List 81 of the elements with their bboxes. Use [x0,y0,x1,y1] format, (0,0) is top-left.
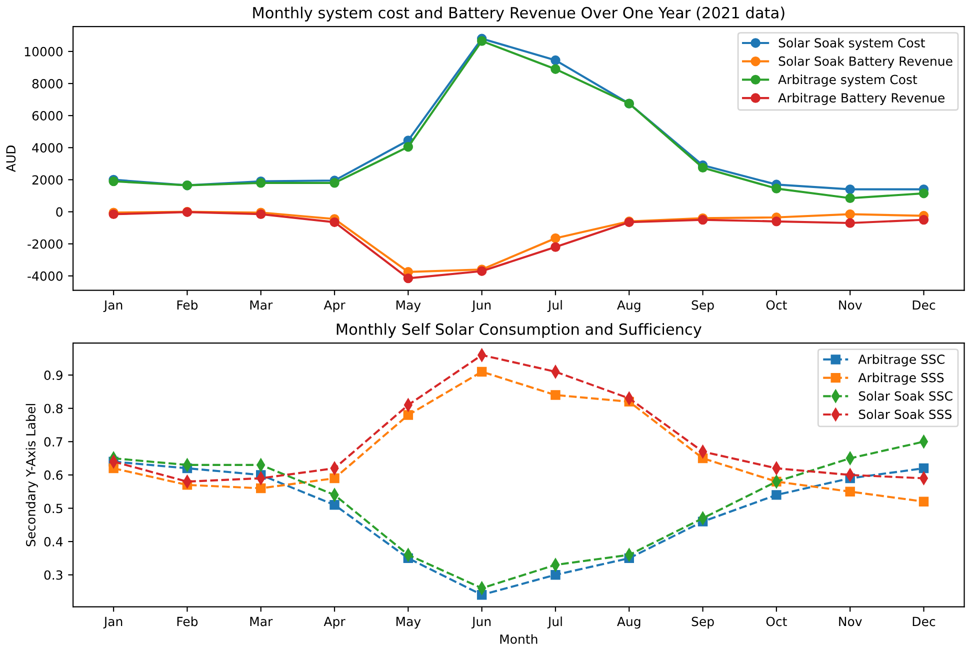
x-tick-label: Apr [324,300,346,312]
point [918,188,929,198]
y-tick-label: 0.3 [44,570,62,580]
y-tick-label: 0.6 [44,470,63,480]
point [918,496,929,506]
point [698,162,708,173]
point [772,184,782,194]
y-axis-title: AUD [6,146,16,172]
point [845,486,855,496]
point [256,483,266,494]
point [845,218,855,228]
y-tick-label: 0.9 [44,370,62,380]
x-tick-label: Feb [177,616,198,626]
point [330,500,340,510]
x-tick-label: May [396,616,421,629]
x-tick-label: Mar [250,300,273,310]
y-tick-label: 8000 [32,78,62,88]
legend-label: Arbitrage SSC [858,354,944,366]
legend-label: Arbitrage system Cost [778,74,918,87]
point [772,490,782,500]
point [403,410,414,420]
x-tick-label: Jun [471,300,491,312]
y-tick-label: 0 [56,207,62,217]
point [550,55,560,66]
y-tick-label: 0.4 [44,537,63,546]
point [550,570,560,580]
point [330,473,340,484]
legend-label: Solar Soak Battery Revenue [778,56,952,68]
y-tick-label: 0.7 [44,437,62,447]
point [550,390,560,400]
legend-label: Solar Soak SSS [858,409,952,420]
point [845,209,855,220]
point [550,64,560,74]
legend-label: Solar Soak system Cost [778,38,925,50]
x-tick-label: Jan [103,300,122,312]
x-tick-label: Jan [103,616,122,629]
x-tick-label: Dec [912,300,936,310]
point [918,463,929,474]
point [845,193,855,204]
x-tick-label: Sep [692,300,714,312]
x-tick-label: Nov [839,616,862,626]
point [772,216,782,226]
y-tick-label: 10000 [24,46,62,56]
y-tick-label: 0.8 [44,404,62,414]
y-tick-label: 0.5 [44,504,62,514]
y-tick-label: 2000 [32,175,62,185]
y-tick-label: -2000 [28,239,62,249]
x-tick-label: Dec [912,616,936,626]
x-tick-label: Jul [547,616,562,629]
point [330,178,340,188]
point [476,366,487,377]
x-tick-label: Aug [617,300,640,312]
legend-label: Arbitrage Battery Revenue [778,92,944,105]
x-tick-label: Jul [547,300,562,312]
x-tick-label: Apr [324,616,346,629]
x-tick-label: Oct [766,300,787,310]
point [550,233,560,244]
chart-title: Monthly system cost and Battery Revenue Over One Year (2021 data) [253,6,784,22]
chart-title: Monthly Self Solar Consumption and Sufficiency [336,323,702,338]
point [918,214,929,225]
point [403,273,414,284]
y-tick-label: 6000 [32,111,62,121]
y-tick-label: 4000 [32,143,62,153]
point [476,36,487,46]
x-tick-label: Oct [766,616,787,626]
x-tick-label: Feb [177,300,198,310]
x-tick-label: May [396,300,421,312]
x-tick-label: Jun [471,616,491,629]
point [845,184,855,194]
point [550,242,560,252]
y-axis-title: Secondary Y-Axis Label [26,404,38,546]
x-axis-title: Month [500,634,538,644]
point [403,142,414,152]
x-tick-label: Aug [617,616,640,629]
x-tick-label: Sep [692,616,714,629]
y-tick-label: -4000 [28,271,62,281]
x-tick-label: Nov [839,300,862,310]
legend-label: Solar Soak SSC [858,391,952,401]
legend-label: Arbitrage SSS [858,372,944,385]
x-tick-label: Mar [250,616,273,626]
point [330,217,340,228]
